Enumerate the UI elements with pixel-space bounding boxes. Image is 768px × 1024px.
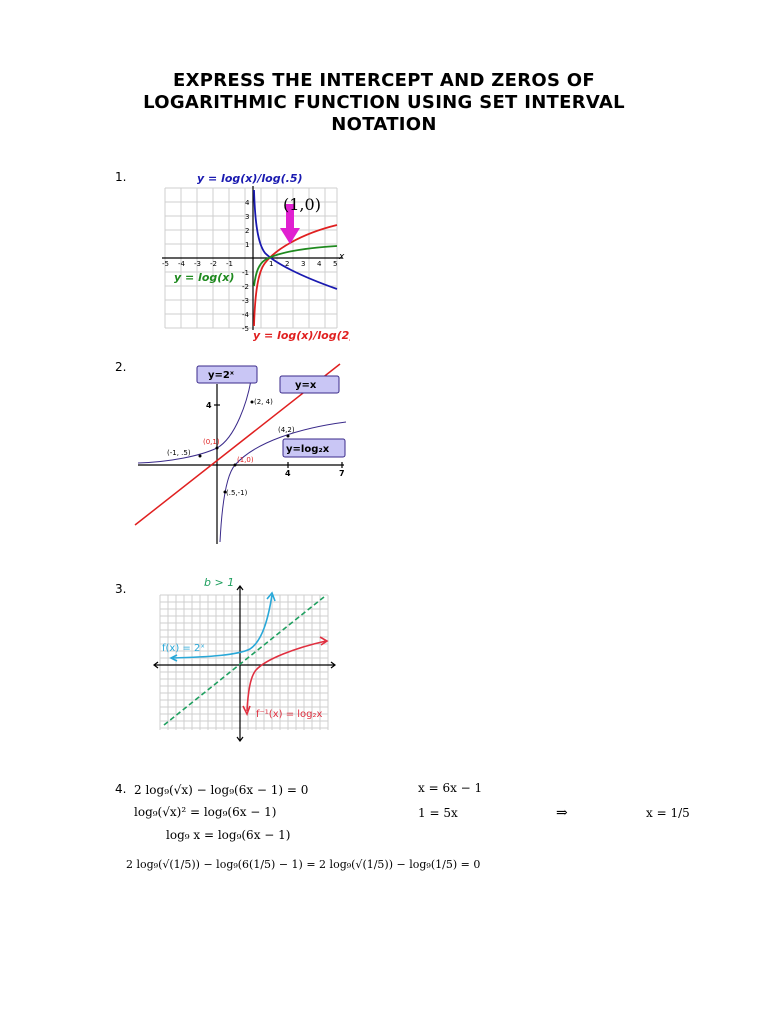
title-line-2: LOGARITHMIC FUNCTION USING SET INTERVAL — [143, 92, 625, 113]
graph-2-points — [198, 400, 290, 494]
graph-2-exp-curve — [137, 373, 253, 464]
graph-1-x-label: x — [338, 252, 345, 262]
graph-2: 4 4 7 (2, 4) (0,1) (-1, .5) (4,2) (1,0) … — [134, 363, 347, 544]
graph-2-log-curve — [219, 421, 347, 543]
graph-2-tick-4y: 4 — [206, 401, 212, 410]
svg-text:1: 1 — [245, 241, 249, 249]
svg-text:-3: -3 — [194, 260, 201, 268]
svg-text:-3: -3 — [242, 297, 249, 305]
equation-result: x = 1/5 — [646, 806, 690, 820]
page-title: EXPRESS THE INTERCEPT AND ZEROS OF LOGAR… — [84, 70, 684, 136]
title-line-3: NOTATION — [331, 114, 437, 135]
svg-text:3: 3 — [301, 260, 305, 268]
graph-1-blue-label: y = log(x)/log(.5) — [197, 172, 303, 185]
graph-1-ticks: -5 -4 -3 -2 -1 1 2 3 4 5 4 3 2 1 -1 -2 -3 -4 -5 — [162, 199, 337, 333]
graph-2-point-label-1: (2, 4) — [254, 398, 273, 406]
equation-line-2: log₉(√x)² = log₉(6x − 1) — [134, 805, 277, 819]
implies-symbol: ⇒ — [556, 805, 568, 821]
equation-line-1: 2 log₉(√x) − log₉(6x − 1) = 0 — [134, 783, 309, 797]
svg-text:-2: -2 — [210, 260, 217, 268]
graph-3-dashed-line — [163, 596, 325, 726]
graph-2-box-log — [282, 438, 346, 458]
graph-2-box-exp-label: y=2ˣ — [208, 370, 235, 381]
graph-3-exp-left-arrow-icon — [169, 654, 178, 662]
graph-1-red-label: y = log(x)/log(2) — [253, 329, 350, 342]
graph-1-green-label: y = log(x) — [174, 271, 234, 284]
svg-text:-2: -2 — [242, 283, 249, 291]
graph-1-arrow-icon — [280, 204, 300, 244]
graph-2-point-label-4: (4,2) — [278, 426, 295, 434]
graph-2-point-label-6: (.5,-1) — [226, 489, 248, 497]
problem-number-4: 4. — [115, 782, 127, 796]
svg-text:-1: -1 — [242, 269, 249, 277]
svg-text:-4: -4 — [178, 260, 186, 268]
graph-2-box-line-label: y=x — [295, 380, 317, 391]
graph-3-grid — [159, 594, 329, 730]
graph-3: b > 1 f(x) = 2ˣ f⁻¹(x) = log₂x — [153, 576, 336, 742]
graph-1-green-curve — [253, 245, 338, 287]
graph-1-red-curve — [253, 224, 338, 327]
graph-2-box-line — [279, 375, 340, 394]
svg-text:-5: -5 — [162, 260, 169, 268]
problem-number-3: 3. — [115, 582, 127, 596]
svg-text:-5: -5 — [242, 325, 249, 333]
svg-text:4: 4 — [317, 260, 322, 268]
equation-right-2: 1 = 5x — [418, 806, 458, 820]
svg-text:-4: -4 — [242, 311, 250, 319]
graph-2-axes — [138, 384, 344, 544]
svg-text:5: 5 — [333, 260, 337, 268]
graph-3-base-label: b > 1 — [204, 576, 234, 589]
graph-3-exp-label: f(x) = 2ˣ — [162, 643, 205, 654]
graph-2-tick-7x: 7 — [339, 469, 345, 478]
graph-2-tick-4x: 4 — [285, 469, 291, 478]
graph-2-point-label-2: (0,1) — [203, 438, 220, 446]
title-line-1: EXPRESS THE INTERCEPT AND ZEROS OF — [173, 70, 595, 91]
graph-3-log-right-arrow-icon — [319, 636, 329, 646]
graph-3-log-down-arrow-icon — [242, 705, 251, 716]
graph-1: -5 -4 -3 -2 -1 1 2 3 4 5 4 3 2 1 -1 -2 -3 -4 -5 x y = l… — [162, 172, 350, 342]
graph-1-grid — [164, 187, 338, 329]
svg-text:-1: -1 — [226, 260, 233, 268]
problem-number-2: 2. — [115, 360, 127, 374]
equation-line-3: log₉ x = log₉(6x − 1) — [166, 828, 291, 842]
problem-number-1: 1. — [115, 170, 127, 184]
graph-3-exp-curve — [171, 594, 273, 659]
graph-1-axes — [162, 186, 342, 330]
equation-line-4: 2 log₉(√(1/5)) − log₉(6(1/5) − 1) = 2 lo… — [126, 858, 481, 871]
equation-right-1: x = 6x − 1 — [418, 781, 483, 795]
graph-3-exp-arrow-icon — [266, 591, 276, 602]
graph-2-box-exp — [196, 365, 258, 384]
graph-2-point-label-3: (-1, .5) — [167, 449, 191, 457]
svg-text:3: 3 — [245, 213, 249, 221]
svg-text:2: 2 — [285, 260, 289, 268]
graph-2-box-log-label: y=log₂x — [286, 444, 330, 455]
graph-3-log-curve — [246, 640, 327, 712]
graph-3-log-label: f⁻¹(x) = log₂x — [256, 709, 323, 720]
svg-text:2: 2 — [245, 227, 249, 235]
graph-2-point-label-5: (1,0) — [237, 456, 254, 464]
svg-text:1: 1 — [269, 260, 273, 268]
graph-1-blue-curve — [253, 189, 338, 290]
svg-text:4: 4 — [245, 199, 250, 207]
graph-1-point-label: (1,0) — [283, 195, 321, 214]
